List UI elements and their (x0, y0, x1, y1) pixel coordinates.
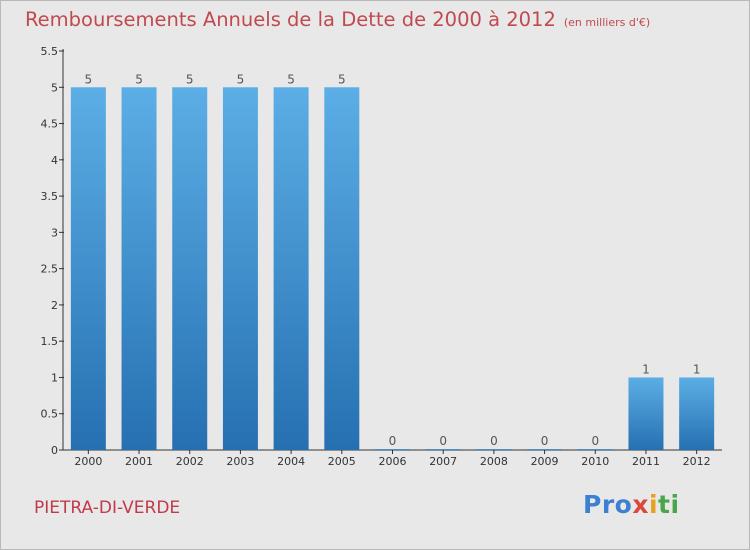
y-tick-label: 5 (51, 81, 58, 94)
data-label-2001: 5 (135, 72, 143, 86)
chart-unit: (en milliers d'€) (563, 16, 651, 29)
chart-title-text: Remboursements Annuels de la Dette de 20… (25, 8, 556, 31)
bar-2009 (527, 449, 563, 450)
logo-part-2: x (632, 490, 649, 519)
y-tick-label: 1 (51, 371, 58, 384)
data-label-2003: 5 (237, 72, 245, 86)
bar-2007 (425, 449, 461, 450)
commune-name: PIETRA-DI-VERDE (34, 498, 181, 518)
x-tick-label: 2007 (429, 455, 457, 468)
data-label-2006: 0 (389, 434, 397, 448)
x-tick-label: 2008 (480, 455, 508, 468)
data-label-2012: 1 (693, 362, 701, 376)
data-label-2008: 0 (490, 434, 498, 448)
data-label-2011: 1 (642, 362, 650, 376)
bar-2012 (679, 377, 715, 450)
bar-2010 (577, 449, 613, 450)
data-label-2010: 0 (591, 434, 599, 448)
y-tick-label: 0 (51, 444, 58, 457)
bar-2001 (121, 87, 157, 450)
x-tick-label: 2000 (74, 455, 102, 468)
y-tick-label: 4 (51, 154, 58, 167)
data-label-2009: 0 (541, 434, 549, 448)
bar-2005 (324, 87, 360, 450)
proxiti-logo: Proxiti (583, 490, 680, 519)
y-tick-label: 5.5 (41, 45, 59, 58)
bar-2004 (273, 87, 309, 450)
x-tick-label: 2001 (125, 455, 153, 468)
y-tick-label: 2.5 (41, 263, 59, 276)
chart-title: Remboursements Annuels de la Dette de 20… (25, 8, 650, 31)
data-label-2004: 5 (287, 72, 295, 86)
bar-2002 (172, 87, 208, 450)
bar-2011 (628, 377, 664, 450)
x-tick-label: 2004 (277, 455, 305, 468)
logo-part-3: i (648, 490, 659, 519)
x-tick-label: 2006 (379, 455, 407, 468)
data-label-2007: 0 (439, 434, 447, 448)
y-tick-label: 3.5 (41, 190, 59, 203)
x-tick-label: 2005 (328, 455, 356, 468)
x-tick-label: 2010 (581, 455, 609, 468)
x-tick-label: 2002 (176, 455, 204, 468)
bar-2000 (70, 87, 106, 450)
bar-2006 (375, 449, 410, 450)
x-tick-label: 2011 (632, 455, 660, 468)
axes: 0 0.5 1 1.5 2 2.5 3 3.5 4 4.5 5 5.5 2000 2001 2002 2003… (41, 45, 722, 468)
y-tick-label: 4.5 (41, 118, 59, 131)
x-tick-label: 2009 (531, 455, 559, 468)
logo-part-1: Pro (583, 490, 633, 519)
y-tick-label: 0.5 (41, 408, 59, 421)
x-tick-label: 2003 (226, 455, 254, 468)
bars: 5 5 5 5 5 5 0 0 0 0 0 1 1 (70, 72, 715, 450)
y-tick-label: 2 (51, 299, 58, 312)
bar-2003 (222, 87, 258, 450)
data-label-2000: 5 (85, 72, 93, 86)
bar-2008 (476, 449, 512, 450)
data-label-2002: 5 (186, 72, 194, 86)
x-tick-label: 2012 (683, 455, 711, 468)
y-tick-label: 3 (51, 226, 58, 239)
logo-part-4: ti (658, 490, 680, 519)
data-label-2005: 5 (338, 72, 346, 86)
y-tick-label: 1.5 (41, 335, 59, 348)
